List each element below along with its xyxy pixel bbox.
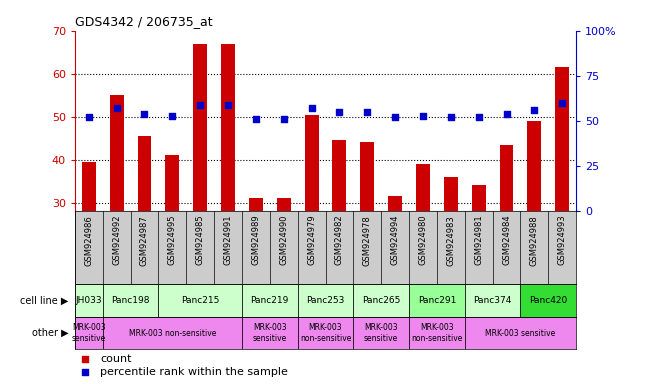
Text: MRK-003
non-sensitive: MRK-003 non-sensitive	[411, 323, 463, 343]
Bar	[242, 284, 298, 317]
Point	[418, 113, 428, 119]
Text: GSM924981: GSM924981	[474, 215, 483, 265]
Bar	[409, 284, 465, 317]
Point	[223, 102, 233, 108]
Text: Panc374: Panc374	[473, 296, 512, 305]
Text: GSM924993: GSM924993	[558, 215, 567, 265]
Text: GSM924987: GSM924987	[140, 215, 149, 266]
Bar	[416, 164, 430, 211]
Bar	[109, 95, 124, 211]
Text: GSM924995: GSM924995	[168, 215, 177, 265]
Bar	[305, 114, 318, 211]
Text: GSM924990: GSM924990	[279, 215, 288, 265]
Text: GSM924979: GSM924979	[307, 215, 316, 265]
Text: GSM924988: GSM924988	[530, 215, 539, 266]
Point	[167, 113, 178, 119]
Text: Panc215: Panc215	[181, 296, 219, 305]
Bar	[242, 317, 298, 349]
Bar	[444, 177, 458, 211]
Bar	[298, 284, 353, 317]
Point	[445, 114, 456, 121]
Text: GSM924983: GSM924983	[447, 215, 455, 266]
Bar	[277, 198, 291, 211]
Text: GSM924992: GSM924992	[112, 215, 121, 265]
Point	[279, 116, 289, 122]
Point	[83, 114, 94, 121]
Point	[139, 111, 150, 117]
Text: GSM924991: GSM924991	[223, 215, 232, 265]
Point	[529, 107, 540, 113]
Text: GSM924985: GSM924985	[196, 215, 204, 265]
Text: GSM924994: GSM924994	[391, 215, 400, 265]
Bar	[555, 67, 569, 211]
Bar	[353, 317, 409, 349]
Bar	[193, 44, 207, 211]
Bar	[409, 317, 465, 349]
Point	[473, 114, 484, 121]
Text: Panc420: Panc420	[529, 296, 568, 305]
Point	[390, 114, 400, 121]
Bar	[82, 162, 96, 211]
Bar	[249, 198, 263, 211]
Text: GSM924978: GSM924978	[363, 215, 372, 266]
Text: Panc253: Panc253	[307, 296, 344, 305]
Bar	[527, 121, 542, 211]
Bar	[103, 317, 242, 349]
Bar	[333, 140, 346, 211]
Bar	[75, 317, 103, 349]
Bar	[360, 142, 374, 211]
Point	[501, 111, 512, 117]
Bar	[472, 185, 486, 211]
Text: GDS4342 / 206735_at: GDS4342 / 206735_at	[75, 15, 212, 28]
Text: MRK-003
sensitive: MRK-003 sensitive	[72, 323, 106, 343]
Text: other ▶: other ▶	[32, 328, 68, 338]
Text: Panc265: Panc265	[362, 296, 400, 305]
Bar	[298, 317, 353, 349]
Point	[251, 116, 261, 122]
Text: GSM924986: GSM924986	[84, 215, 93, 266]
Bar	[221, 44, 235, 211]
Text: GSM924989: GSM924989	[251, 215, 260, 265]
Bar	[388, 196, 402, 211]
Text: GSM924980: GSM924980	[419, 215, 428, 265]
Text: Panc198: Panc198	[111, 296, 150, 305]
Bar	[353, 284, 409, 317]
Text: MRK-003
sensitive: MRK-003 sensitive	[364, 323, 398, 343]
Text: MRK-003 non-sensitive: MRK-003 non-sensitive	[129, 329, 216, 338]
Point	[557, 100, 568, 106]
Bar	[103, 284, 158, 317]
Text: GSM924984: GSM924984	[502, 215, 511, 265]
Text: Panc291: Panc291	[418, 296, 456, 305]
Point	[111, 105, 122, 111]
Bar	[520, 284, 576, 317]
Text: JH033: JH033	[76, 296, 102, 305]
Text: MRK-003
sensitive: MRK-003 sensitive	[253, 323, 287, 343]
Text: GSM924982: GSM924982	[335, 215, 344, 265]
Text: cell line ▶: cell line ▶	[20, 295, 68, 306]
Point	[195, 102, 206, 108]
Bar	[499, 145, 514, 211]
Text: MRK-003 sensitive: MRK-003 sensitive	[485, 329, 555, 338]
Point	[334, 109, 344, 115]
Bar	[465, 317, 576, 349]
Point	[362, 109, 372, 115]
Bar	[158, 284, 242, 317]
Point	[79, 369, 90, 376]
Bar	[137, 136, 152, 211]
Text: Panc219: Panc219	[251, 296, 289, 305]
Bar	[75, 284, 103, 317]
Bar	[165, 156, 179, 211]
Text: percentile rank within the sample: percentile rank within the sample	[100, 367, 288, 377]
Text: count: count	[100, 354, 132, 364]
Point	[307, 105, 317, 111]
Text: MRK-003
non-sensitive: MRK-003 non-sensitive	[300, 323, 351, 343]
Bar	[465, 284, 520, 317]
Point	[79, 356, 90, 362]
